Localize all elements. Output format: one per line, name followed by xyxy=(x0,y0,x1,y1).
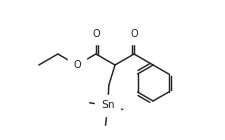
Text: O: O xyxy=(92,29,100,39)
Text: O: O xyxy=(73,60,81,70)
Text: Sn: Sn xyxy=(101,101,115,110)
Text: O: O xyxy=(130,29,138,39)
